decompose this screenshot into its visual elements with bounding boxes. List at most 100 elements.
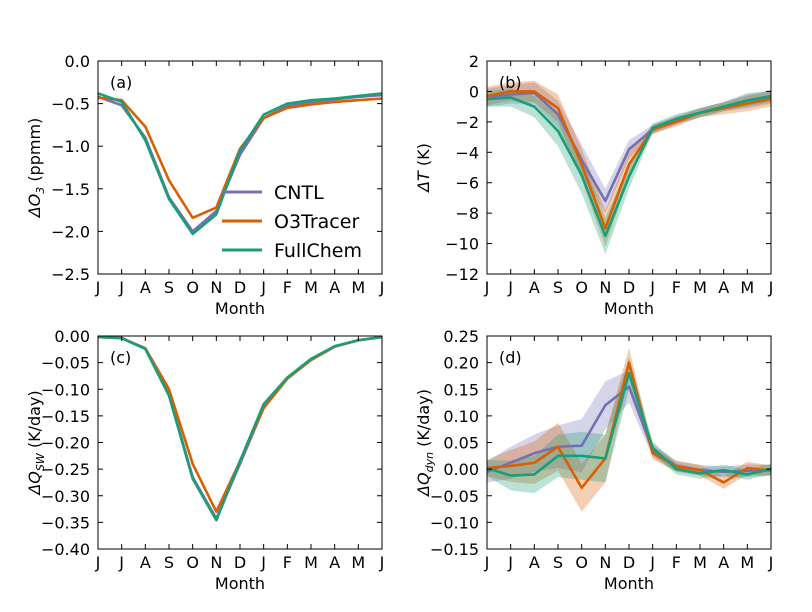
- y-tick-label: 0.0: [65, 52, 90, 71]
- x-tick-label: F: [283, 553, 292, 572]
- y-tick-label: −0.10: [430, 513, 479, 532]
- series-line-o3tracer: [486, 90, 772, 230]
- y-axis-symbol: ΔT: [414, 170, 433, 194]
- x-tick-label: N: [210, 553, 222, 572]
- y-tick-label: −0.40: [41, 540, 90, 559]
- y-tick-label: −1.5: [51, 180, 90, 199]
- y-tick-label: −2: [455, 113, 479, 132]
- x-tick-label: N: [599, 278, 611, 297]
- y-tick-label: 0.20: [443, 354, 479, 373]
- x-tick-label: J: [260, 553, 266, 572]
- legend-label-cntl: CNTL: [274, 182, 324, 204]
- x-tick-label: M: [740, 278, 754, 297]
- x-tick-label: J: [768, 278, 774, 297]
- x-tick-label: J: [95, 278, 101, 297]
- x-tick-label: D: [623, 553, 635, 572]
- x-tick-label: J: [507, 553, 513, 572]
- x-tick-label: M: [304, 553, 318, 572]
- panel-label: (c): [110, 348, 131, 367]
- y-tick-label: 0.05: [443, 434, 479, 453]
- x-tick-label: O: [575, 278, 588, 297]
- series-line-fullchem: [486, 371, 772, 477]
- x-tick-label: M: [351, 553, 365, 572]
- x-tick-label: A: [529, 553, 540, 572]
- y-tick-label: 0.00: [443, 460, 479, 479]
- y-axis-unit: (ppmm): [25, 118, 44, 187]
- panel-label: (b): [499, 73, 522, 92]
- x-tick-label: J: [484, 553, 490, 572]
- y-axis-unit: (K): [414, 143, 433, 171]
- y-tick-label: −0.05: [430, 487, 479, 506]
- x-tick-label: O: [575, 553, 588, 572]
- panel-3: J J A S O N D J F M A M J0.250.200.150.100.050.00−0.…: [414, 327, 773, 593]
- y-axis-symbol: ΔO: [25, 194, 44, 220]
- y-axis-label: ΔQdyn (K/day): [414, 389, 436, 498]
- y-axis-subscript: 3: [34, 187, 47, 194]
- x-axis-label: Month: [604, 299, 654, 318]
- x-tick-label: J: [95, 553, 101, 572]
- y-tick-label: −0.25: [41, 460, 90, 479]
- y-tick-label: −0.15: [430, 540, 479, 559]
- x-axis-label: Month: [215, 299, 265, 318]
- y-tick-label: −4: [455, 143, 479, 162]
- x-tick-label: A: [329, 553, 340, 572]
- x-axis-label: Month: [215, 574, 265, 593]
- y-tick-label: −0.10: [41, 380, 90, 399]
- legend-label-fullchem: FullChem: [274, 240, 362, 262]
- band-cntl: [487, 370, 771, 483]
- y-tick-label: 0.25: [443, 327, 479, 346]
- y-axis-label: ΔQSW (K/day): [25, 390, 47, 496]
- series-line-o3tracer: [97, 335, 383, 514]
- y-tick-label: 0: [469, 82, 479, 101]
- y-tick-label: −0.05: [41, 354, 90, 373]
- x-tick-label: M: [351, 278, 365, 297]
- panel-label: (d): [499, 348, 522, 367]
- y-axis-unit: (K/day): [25, 390, 44, 453]
- x-tick-label: J: [484, 278, 490, 297]
- x-tick-label: M: [693, 278, 707, 297]
- x-tick-label: A: [718, 553, 729, 572]
- x-tick-label: S: [164, 278, 174, 297]
- panel-label: (a): [110, 73, 132, 92]
- panel-2: J J A S O N D J F M A M J0.00−0.05−0.10−0.15−0.20−0.…: [25, 327, 384, 593]
- y-tick-label: −2.5: [51, 265, 90, 284]
- x-tick-label: J: [768, 553, 774, 572]
- y-tick-label: −0.15: [41, 407, 90, 426]
- series-line-fullchem: [97, 335, 383, 522]
- panel-0: J J A S O N D J F M A M J0.0−0.5−1.0−1.5−2.0−2.5Mont…: [25, 52, 384, 318]
- x-tick-label: D: [234, 553, 246, 572]
- y-tick-label: 0.15: [443, 380, 479, 399]
- y-tick-label: 0.10: [443, 407, 479, 426]
- x-tick-label: D: [234, 278, 246, 297]
- x-tick-label: A: [529, 278, 540, 297]
- y-tick-label: −0.5: [51, 95, 90, 114]
- x-tick-label: N: [599, 553, 611, 572]
- series-line-fullchem: [97, 92, 383, 236]
- series-line-fullchem: [486, 94, 772, 238]
- x-tick-label: F: [672, 553, 681, 572]
- y-axis-label: ΔO3 (ppmm): [25, 118, 47, 220]
- y-tick-label: −6: [455, 174, 479, 193]
- series-line-cntl: [486, 385, 772, 474]
- x-tick-label: J: [260, 278, 266, 297]
- x-tick-label: N: [210, 278, 222, 297]
- x-tick-label: J: [118, 553, 124, 572]
- y-tick-label: −12: [445, 265, 479, 284]
- y-tick-label: −0.35: [41, 513, 90, 532]
- y-tick-label: 0.00: [54, 327, 90, 346]
- x-tick-label: J: [649, 278, 655, 297]
- x-tick-label: D: [623, 278, 635, 297]
- x-tick-label: J: [379, 278, 385, 297]
- y-axis-subscript: SW: [34, 452, 47, 471]
- y-axis-subscript: dyn: [423, 452, 436, 472]
- y-tick-label: 2: [469, 52, 479, 71]
- y-tick-label: −0.20: [41, 434, 90, 453]
- legend-label-o3tracer: O3Tracer: [274, 211, 359, 233]
- series-line-o3tracer: [486, 361, 772, 490]
- x-tick-label: O: [186, 553, 199, 572]
- x-tick-label: A: [718, 278, 729, 297]
- x-tick-label: S: [164, 553, 174, 572]
- series-line-cntl: [97, 335, 383, 520]
